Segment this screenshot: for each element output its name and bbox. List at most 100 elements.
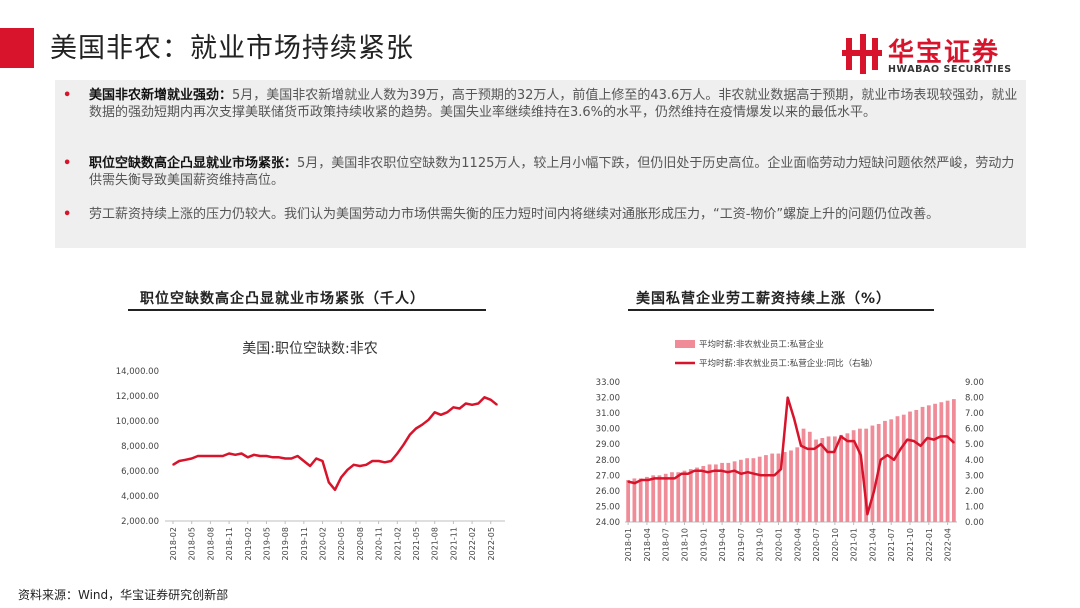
y-right-tick-label: 0.00 [965,518,984,528]
wage-yoy-point [786,396,789,399]
wage-yoy-point [753,472,756,475]
wage-bar [945,400,950,522]
job-openings-point [377,460,380,462]
x-tick-label: 2018-07 [662,528,671,561]
wage-bar [883,420,887,522]
y-left-tick-label: 32.00 [596,394,620,404]
summary-box: • 美国非农新增就业强劲：5月，美国非农新增就业人数为39万，高于预期的32万人… [55,80,1026,248]
x-tick-label: 2021-01 [850,528,859,561]
wage-bar [951,399,956,522]
job-openings-point [440,413,442,416]
wage-yoy-point [667,477,669,480]
wage-bar [889,419,894,522]
wage-bar [720,462,724,522]
wage-bar [651,475,656,522]
wage-bar [832,436,837,522]
wage-yoy-series-line [627,396,955,516]
job-openings-point [396,452,399,455]
job-openings-point [278,456,280,459]
wage-yoy-point [873,490,875,492]
job-openings-point [408,433,411,436]
wage-bar [908,411,912,522]
x-tick-label: 2021-05 [412,527,421,560]
y-right-tick-label: 1.00 [965,502,984,512]
job-openings-point [271,456,274,459]
job-openings-point [172,463,174,466]
wage-yoy-point [953,441,955,444]
wage-bar [713,464,718,522]
job-openings-point [315,457,318,460]
y-left-tick-label: 33.00 [596,378,620,388]
y-right-tick-label: 8.00 [965,394,984,404]
y-tick-label: 2,000.00 [121,517,159,527]
job-openings-point [489,398,492,401]
job-openings-point [496,403,498,406]
wage-yoy-point [906,438,909,441]
x-tick-label: 2021-08 [431,527,440,560]
wage-yoy-point [687,472,689,475]
wage-bar [682,470,687,522]
x-tick-label: 2021-10 [906,528,915,561]
wage-yoy-point [853,440,855,442]
wage-bar-line-chart: 平均时薪:非农就业员工:私营企业 平均时薪:非农就业员工:私营企业:同比（右轴）… [596,339,984,561]
wage-bar [764,455,768,522]
x-tick-label: 2020-10 [831,528,840,561]
job-openings-line-chart: 美国:职位空缺数:非农 2,000.00 4,000.00 6,000.00 8,00… [116,341,505,560]
wage-yoy-point [653,477,656,480]
legend-label-line: 平均时薪:非农就业员工:私营企业:同比（右轴） [699,358,878,369]
wage-bar [645,476,649,522]
y-left-tick-label: 27.00 [596,471,620,481]
wage-yoy-point [627,480,629,483]
job-openings-point [352,463,355,466]
y-right-tick-label: 7.00 [965,409,984,419]
x-tick-label: 2020-04 [793,528,802,561]
x-tick-label: 2018-04 [643,528,652,561]
wage-bar [895,416,900,522]
x-tick-label: 2019-05 [262,527,271,560]
wage-yoy-point [720,469,722,472]
wage-bar [676,472,681,522]
wage-bar [933,403,937,522]
x-tick-label: 2018-10 [681,528,690,561]
logo-chinese-text: 华宝证券 [888,38,1001,68]
wage-bar [901,414,906,522]
job-openings-point [234,453,237,456]
job-openings-point [465,402,467,405]
wage-yoy-point [746,471,749,474]
job-openings-point [197,455,199,457]
wage-yoy-point [806,448,809,450]
y-tick-label: 4,000.00 [121,492,159,502]
wage-yoy-point [647,479,649,481]
wage-yoy-point [899,448,902,450]
wage-yoy-point [800,444,802,447]
wage-yoy-point [913,440,915,442]
y-tick-label: 6,000.00 [121,467,159,477]
x-tick-label: 2020-08 [356,527,365,560]
x-tick-label: 2022-02 [468,527,477,560]
wage-yoy-point [840,435,842,438]
job-openings-point [446,411,448,414]
x-tick-label: 2021-02 [393,527,402,560]
chart-title: 美国:职位空缺数:非农 [242,341,377,357]
bullet-heading: 美国非农新增就业强劲： [89,88,233,103]
job-openings-point [296,455,299,457]
wage-yoy-point [707,471,709,474]
job-openings-point [321,460,324,462]
y-right-tick-label: 2.00 [965,487,984,497]
wage-yoy-point [946,435,949,438]
x-tick-label: 2019-01 [699,528,708,561]
wage-bar [845,433,850,522]
job-openings-point [365,463,367,466]
x-tick-label: 2019-10 [756,528,765,561]
wage-yoy-point [733,469,736,472]
x-tick-label: 2021-04 [868,528,877,561]
wage-yoy-point [640,479,643,481]
wage-yoy-point [919,444,922,447]
x-tick-label: 2020-07 [812,528,821,561]
wage-bar [707,464,712,522]
y-right-tick-label: 9.00 [965,378,984,388]
wage-bar [770,453,775,522]
right-chart-header-underline [628,309,934,311]
job-openings-point [309,465,311,467]
wage-bar [663,473,668,522]
